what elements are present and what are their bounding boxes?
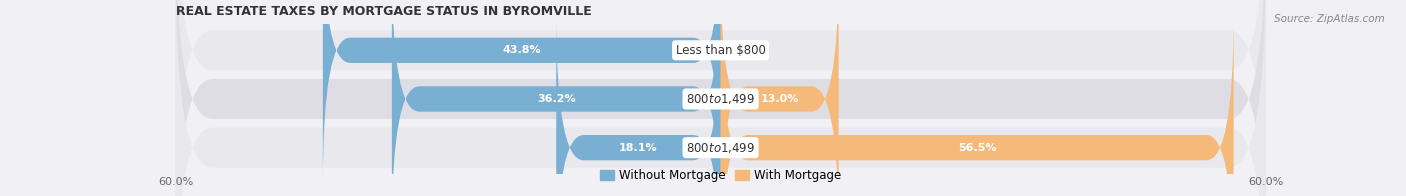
FancyBboxPatch shape — [392, 0, 721, 196]
FancyBboxPatch shape — [176, 0, 1265, 196]
Text: Source: ZipAtlas.com: Source: ZipAtlas.com — [1274, 14, 1385, 24]
Text: REAL ESTATE TAXES BY MORTGAGE STATUS IN BYROMVILLE: REAL ESTATE TAXES BY MORTGAGE STATUS IN … — [176, 5, 592, 18]
FancyBboxPatch shape — [176, 0, 1265, 196]
Legend: Without Mortgage, With Mortgage: Without Mortgage, With Mortgage — [595, 164, 846, 187]
FancyBboxPatch shape — [721, 0, 838, 196]
Text: 13.0%: 13.0% — [761, 94, 799, 104]
Text: $800 to $1,499: $800 to $1,499 — [686, 141, 755, 155]
Text: Less than $800: Less than $800 — [676, 44, 765, 57]
Text: 18.1%: 18.1% — [619, 143, 658, 153]
FancyBboxPatch shape — [323, 0, 721, 184]
Text: 36.2%: 36.2% — [537, 94, 575, 104]
Text: $800 to $1,499: $800 to $1,499 — [686, 92, 755, 106]
FancyBboxPatch shape — [721, 14, 1233, 196]
FancyBboxPatch shape — [176, 0, 1265, 196]
Text: 0.0%: 0.0% — [734, 45, 765, 55]
FancyBboxPatch shape — [557, 14, 721, 196]
Text: 56.5%: 56.5% — [957, 143, 997, 153]
Text: 43.8%: 43.8% — [502, 45, 541, 55]
